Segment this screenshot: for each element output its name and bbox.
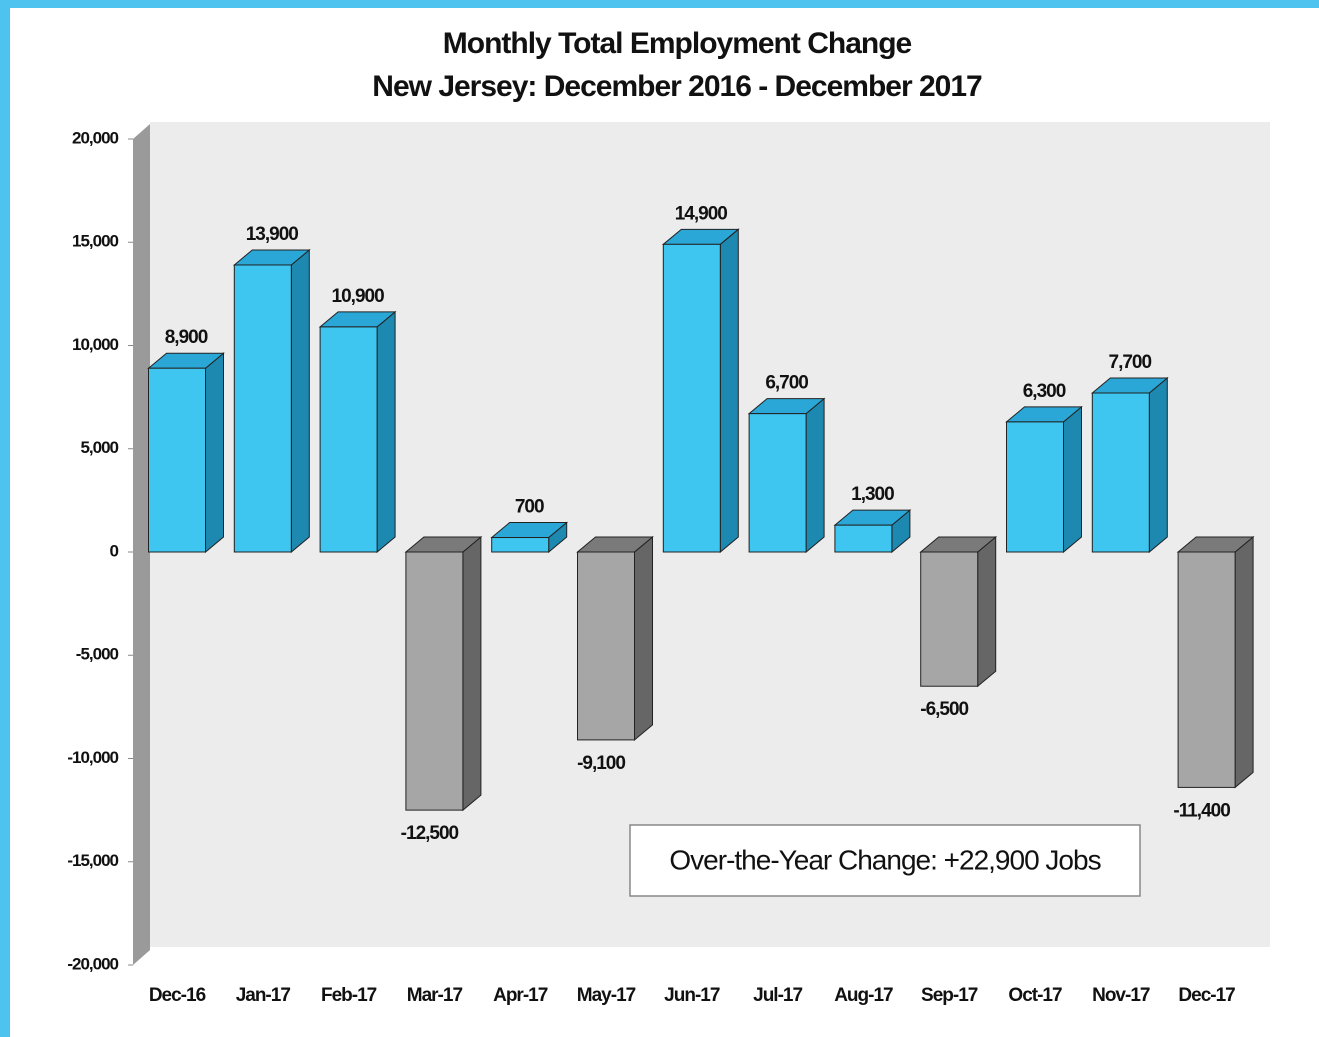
bar [834, 524, 893, 553]
bar-side [805, 397, 825, 554]
x-tick-label: Dec-17 [1178, 985, 1235, 1006]
axis-wall [133, 124, 150, 965]
chart-subtitle: New Jersey: December 2016 - December 201… [372, 70, 982, 103]
bar-side [376, 310, 396, 554]
bar-side [1234, 535, 1254, 789]
y-tick-label: -15,000 [67, 851, 118, 870]
x-tick-label: May-17 [577, 985, 636, 1006]
value-label: 10,900 [332, 286, 385, 307]
x-tick-label: Oct-17 [1008, 985, 1062, 1006]
x-tick-label: Dec-16 [149, 985, 206, 1006]
x-tick-label: Feb-17 [321, 985, 377, 1006]
bar-side [290, 248, 310, 554]
value-label: 1,300 [851, 484, 894, 505]
value-label: 14,900 [675, 203, 728, 224]
bar [148, 367, 206, 553]
y-tick-label: 20,000 [72, 128, 119, 147]
bar-side [205, 352, 224, 554]
y-tick-label: -5,000 [76, 645, 119, 664]
value-label: -11,400 [1173, 800, 1230, 821]
y-tick-label: -20,000 [67, 954, 118, 973]
x-tick-label: Mar-17 [407, 985, 463, 1006]
bar [1006, 421, 1064, 553]
x-tick-label: Apr-17 [493, 985, 548, 1006]
bar-side [1063, 405, 1082, 554]
x-tick-label: Sep-17 [921, 985, 978, 1006]
bar [405, 551, 464, 811]
bar [748, 413, 807, 553]
value-label: -6,500 [920, 699, 968, 720]
bar [1091, 392, 1150, 553]
bar-side [1148, 376, 1168, 554]
bar [662, 243, 721, 553]
x-tick-label: Jun-17 [664, 985, 720, 1006]
value-label: -9,100 [577, 753, 625, 774]
value-label: 6,300 [1023, 381, 1066, 402]
y-tick-label: 0 [110, 541, 119, 560]
y-tick-label: 5,000 [80, 438, 118, 457]
bar [920, 551, 979, 687]
bar-side [719, 228, 739, 554]
bar [1177, 551, 1236, 788]
bar-side [977, 535, 997, 688]
value-label: 6,700 [765, 373, 808, 394]
annotation-box [629, 824, 1141, 897]
value-label: 13,900 [246, 224, 299, 245]
y-tick-label: 15,000 [72, 232, 119, 251]
bar [577, 551, 635, 741]
value-label: 7,700 [1109, 352, 1152, 373]
value-label: 8,900 [165, 327, 208, 348]
chart-title: Monthly Total Employment Change [443, 27, 912, 60]
value-label: 700 [515, 497, 544, 518]
annotation: Over-the-Year Change: +22,900 Jobs [669, 844, 1100, 875]
bar-side [462, 535, 482, 812]
y-tick-label: 10,000 [72, 335, 119, 354]
bar [319, 326, 378, 553]
bar [233, 264, 292, 553]
bar [491, 537, 550, 553]
value-label: -12,500 [401, 823, 459, 844]
x-tick-label: Jul-17 [753, 985, 802, 1006]
bar-side [634, 535, 653, 741]
x-tick-label: Aug-17 [834, 985, 893, 1006]
x-tick-label: Jan-17 [236, 985, 291, 1006]
y-tick-label: -10,000 [67, 748, 118, 767]
x-tick-label: Nov-17 [1092, 985, 1150, 1006]
